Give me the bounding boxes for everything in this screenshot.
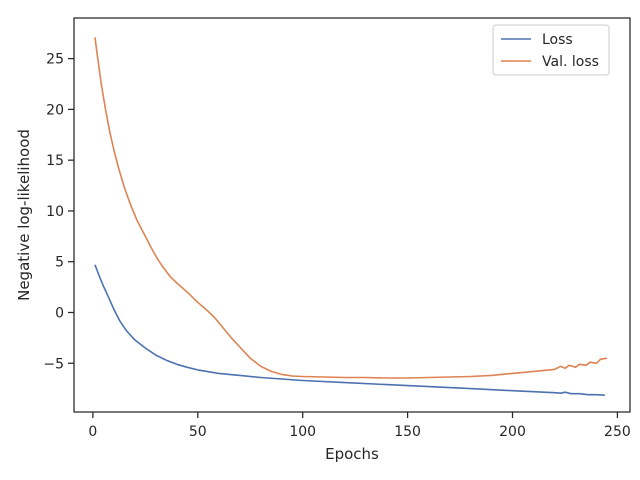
x-axis-label: Epochs: [325, 445, 379, 463]
x-axis-ticks: 0 50 100 150 200 250: [88, 412, 631, 440]
y-axis-ticks: −5 0 5 10 15 20 25: [43, 52, 74, 372]
series-line-val-loss: [94, 37, 608, 379]
y-tick-label: 15: [46, 153, 64, 169]
plot-area: [94, 37, 608, 396]
legend-label-val-loss: Val. loss: [542, 54, 599, 70]
y-tick-label: 25: [46, 52, 64, 68]
series-line-loss: [94, 264, 605, 396]
x-tick-label: 250: [604, 424, 631, 440]
y-tick-label: 5: [55, 255, 64, 271]
axes-frame: [73, 17, 631, 413]
y-axis-label: Negative log-likelihood: [15, 129, 33, 301]
x-tick-label: 150: [394, 424, 421, 440]
x-tick-label: 50: [189, 424, 207, 440]
y-tick-label: 10: [46, 204, 64, 220]
legend-label-loss: Loss: [542, 32, 573, 48]
x-tick-label: 0: [88, 424, 97, 440]
x-tick-label: 100: [289, 424, 316, 440]
y-tick-label: −5: [43, 356, 64, 372]
x-tick-label: 200: [499, 424, 526, 440]
legend: Loss Val. loss: [492, 24, 610, 76]
y-tick-label: 0: [55, 305, 64, 321]
legend-box: [492, 24, 610, 76]
y-tick-label: 20: [46, 102, 64, 118]
